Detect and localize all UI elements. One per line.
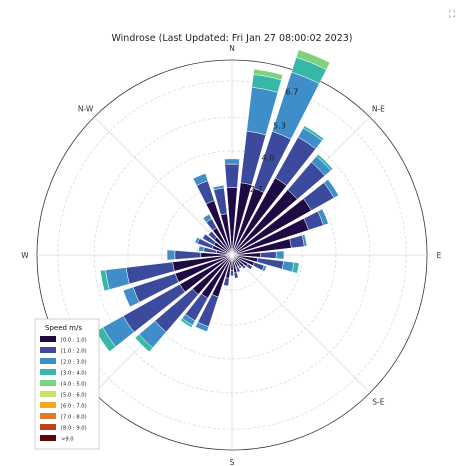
legend-label: [6.0 : 7.0) bbox=[61, 404, 87, 410]
wind-sector-segment bbox=[281, 260, 295, 273]
legend-swatch bbox=[40, 369, 56, 375]
wind-sector-segment bbox=[194, 236, 200, 245]
wind-sector-segment bbox=[233, 272, 239, 279]
fullscreen-icon[interactable]: ⛶ bbox=[448, 9, 456, 20]
wind-sector-segment bbox=[323, 178, 339, 199]
legend-swatch bbox=[40, 336, 56, 342]
legend-label: >9.0 bbox=[61, 437, 74, 443]
legend-swatch bbox=[40, 424, 56, 430]
direction-label: E bbox=[437, 251, 442, 260]
wind-sector-segment bbox=[224, 158, 240, 165]
wind-sector-segment bbox=[235, 266, 241, 273]
chart-title: Windrose (Last Updated: Fri Jan 27 08:00… bbox=[111, 33, 352, 44]
ring-label: 6.7 bbox=[286, 87, 299, 96]
polar-grid bbox=[36, 59, 428, 451]
legend-label: [1.0 : 2.0) bbox=[61, 349, 87, 355]
legend-label: [7.0 : 8.0) bbox=[61, 415, 87, 421]
wind-sector-segment bbox=[261, 265, 267, 272]
wind-sector-segment bbox=[134, 334, 153, 353]
wind-sector-segment bbox=[230, 270, 234, 277]
legend: Speed m/s [0.0 : 1.0) [1.0 : 2.0) [2.0 : 3… bbox=[34, 318, 100, 450]
wind-sector-segment bbox=[238, 264, 243, 269]
wind-sector-segment bbox=[202, 233, 217, 246]
grid-spoke bbox=[231, 254, 371, 394]
legend-swatch bbox=[40, 358, 56, 364]
wind-sector-segment bbox=[166, 249, 176, 261]
legend-label: [4.0 : 5.0) bbox=[61, 382, 87, 388]
legend-label: [2.0 : 3.0) bbox=[61, 360, 87, 366]
legend-label: [8.0 : 9.0) bbox=[61, 426, 87, 432]
wind-sector-segment bbox=[195, 321, 210, 332]
legend-swatch bbox=[40, 380, 56, 386]
wind-sector-segment bbox=[302, 125, 325, 142]
legend-swatch bbox=[40, 402, 56, 408]
legend-items: [0.0 : 1.0) [1.0 : 2.0) [2.0 : 3.0) [3.0 : … bbox=[40, 336, 87, 443]
wind-sector-segment bbox=[316, 153, 334, 171]
legend-label: [3.0 : 4.0) bbox=[61, 371, 87, 377]
wind-sector-segment bbox=[198, 245, 205, 252]
wind-sector-segment bbox=[295, 49, 331, 71]
wind-sector-segment bbox=[202, 213, 213, 223]
wind-sector-segment bbox=[212, 185, 225, 191]
wind-sector-segment bbox=[275, 250, 285, 260]
direction-label: N bbox=[229, 44, 235, 53]
direction-label: N-E bbox=[372, 105, 385, 114]
ring-label: 2.7 bbox=[250, 185, 263, 194]
wind-sector-segment bbox=[253, 68, 284, 81]
wind-sector-segment bbox=[207, 230, 218, 241]
wind-sector-segment bbox=[301, 234, 308, 247]
windrose-sectors bbox=[95, 49, 339, 353]
legend-swatch bbox=[40, 413, 56, 419]
legend-label: [0.0 : 1.0) bbox=[61, 338, 87, 344]
legend-swatch bbox=[40, 347, 56, 353]
wind-sector-segment bbox=[291, 262, 300, 274]
direction-label: S bbox=[230, 458, 235, 466]
wind-sector-segment bbox=[224, 163, 240, 188]
legend-swatch bbox=[40, 435, 56, 441]
direction-label: S-E bbox=[372, 397, 384, 406]
wind-sector-segment bbox=[122, 286, 140, 308]
wind-sector-segment bbox=[100, 269, 110, 292]
wind-sector-segment bbox=[105, 267, 130, 290]
direction-label: W bbox=[21, 251, 29, 260]
legend-label: [5.0 : 6.0) bbox=[61, 393, 87, 399]
wind-sector-segment bbox=[317, 208, 329, 226]
axis-labels: N N-E E S-E S W N-W 2.7 4.0 5.3 6.7 bbox=[21, 44, 441, 466]
grid-spoke bbox=[93, 116, 233, 256]
direction-label: N-W bbox=[78, 105, 94, 114]
wind-sector-segment bbox=[192, 173, 209, 186]
wind-sector-segment bbox=[223, 277, 230, 287]
wind-sector-segment bbox=[180, 317, 193, 328]
wind-sector-segment bbox=[289, 234, 305, 249]
legend-title: Speed m/s bbox=[45, 324, 82, 332]
ring-label: 5.3 bbox=[273, 122, 286, 131]
legend-swatch bbox=[40, 391, 56, 397]
wind-sector-segment bbox=[260, 251, 277, 259]
ring-label: 4.0 bbox=[262, 153, 275, 162]
wind-sector-segment bbox=[245, 263, 253, 270]
wind-sector-segment bbox=[241, 264, 247, 270]
